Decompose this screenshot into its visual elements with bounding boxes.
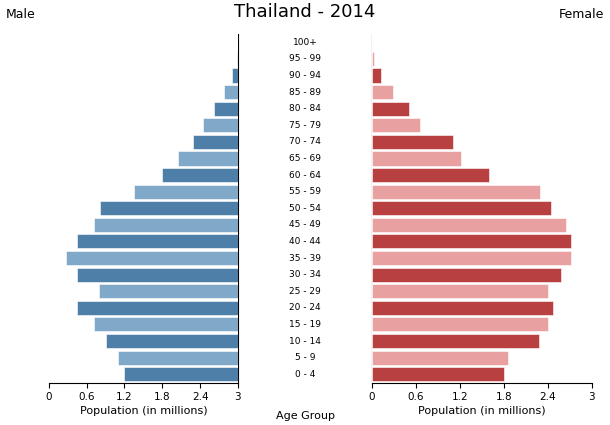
Text: 55 - 59: 55 - 59: [289, 187, 321, 196]
Bar: [77, 235, 238, 249]
Bar: [372, 284, 548, 298]
Text: 30 - 34: 30 - 34: [289, 270, 321, 279]
Bar: [77, 301, 238, 315]
Bar: [372, 301, 553, 315]
Bar: [372, 135, 453, 149]
Bar: [77, 268, 238, 282]
Bar: [106, 334, 238, 348]
Text: 10 - 14: 10 - 14: [289, 337, 321, 346]
Bar: [372, 317, 548, 332]
Bar: [124, 367, 238, 381]
Text: 35 - 39: 35 - 39: [289, 254, 321, 263]
Bar: [214, 102, 238, 116]
Text: 15 - 19: 15 - 19: [289, 320, 321, 329]
Text: 70 - 74: 70 - 74: [289, 137, 321, 146]
Bar: [372, 235, 571, 249]
Text: Male: Male: [6, 8, 36, 21]
Text: 20 - 24: 20 - 24: [289, 303, 321, 312]
Bar: [372, 102, 409, 116]
Text: Female: Female: [559, 8, 604, 21]
Bar: [372, 184, 540, 199]
Text: 90 - 94: 90 - 94: [289, 71, 321, 80]
Bar: [224, 85, 238, 99]
Bar: [66, 251, 238, 265]
Text: 95 - 99: 95 - 99: [289, 54, 321, 63]
Bar: [372, 151, 461, 165]
Bar: [94, 218, 238, 232]
Text: 25 - 29: 25 - 29: [289, 287, 321, 296]
Bar: [101, 201, 238, 215]
Bar: [372, 85, 393, 99]
Bar: [372, 351, 508, 365]
Text: 80 - 84: 80 - 84: [289, 104, 321, 113]
Text: 50 - 54: 50 - 54: [289, 204, 321, 213]
Text: 40 - 44: 40 - 44: [289, 237, 321, 246]
Bar: [193, 135, 238, 149]
Bar: [162, 168, 238, 182]
Text: Thailand - 2014: Thailand - 2014: [234, 3, 376, 21]
Bar: [99, 284, 238, 298]
X-axis label: Population (in millions): Population (in millions): [79, 406, 207, 416]
Bar: [372, 68, 381, 82]
Bar: [94, 317, 238, 332]
Bar: [372, 118, 420, 132]
Bar: [237, 52, 238, 66]
Bar: [118, 351, 238, 365]
Bar: [178, 151, 238, 165]
Text: 85 - 89: 85 - 89: [289, 88, 321, 96]
Bar: [372, 168, 489, 182]
Bar: [372, 251, 571, 265]
Bar: [372, 218, 566, 232]
Bar: [372, 268, 561, 282]
Text: 0 - 4: 0 - 4: [295, 370, 315, 379]
Text: 45 - 49: 45 - 49: [289, 220, 321, 230]
Text: 100+: 100+: [293, 38, 317, 47]
Bar: [372, 367, 504, 381]
Bar: [134, 184, 238, 199]
Text: 65 - 69: 65 - 69: [289, 154, 321, 163]
Bar: [203, 118, 238, 132]
Bar: [232, 68, 238, 82]
Bar: [372, 334, 539, 348]
Text: 5 - 9: 5 - 9: [295, 353, 315, 362]
Bar: [372, 52, 373, 66]
Text: Age Group: Age Group: [276, 411, 334, 421]
Text: 60 - 64: 60 - 64: [289, 170, 321, 179]
Text: 75 - 79: 75 - 79: [289, 121, 321, 130]
X-axis label: Population (in millions): Population (in millions): [418, 406, 546, 416]
Bar: [372, 201, 551, 215]
